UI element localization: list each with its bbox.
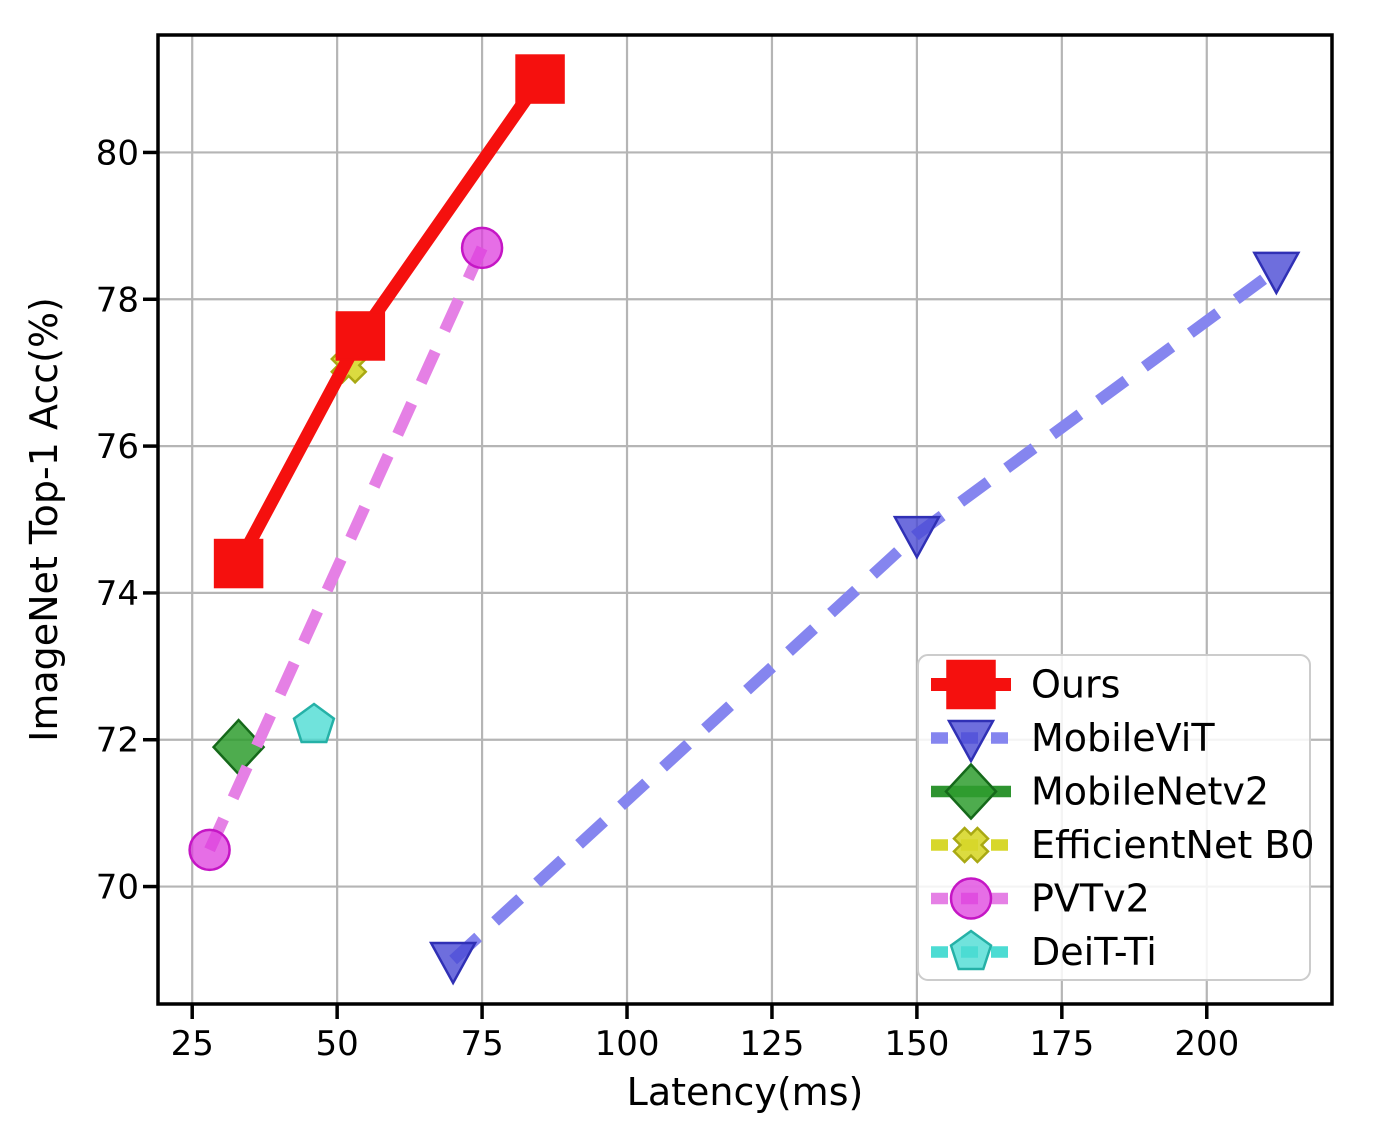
legend-entry: EfficientNet B0 xyxy=(931,823,1315,867)
triangle-down-marker xyxy=(428,941,478,986)
legend-entry: Ours xyxy=(931,659,1120,710)
legend-entry: PVTv2 xyxy=(931,877,1150,921)
y-tick-label: 70 xyxy=(96,868,139,908)
square-marker xyxy=(946,659,996,710)
y-tick-label: 76 xyxy=(96,427,139,467)
x-tick-label: 75 xyxy=(460,1024,503,1064)
x-marker xyxy=(952,826,990,864)
legend-label: MobileViT xyxy=(1031,716,1215,760)
triangle-down-marker xyxy=(946,719,996,764)
pentagon-marker xyxy=(949,929,993,971)
x-tick-label: 100 xyxy=(595,1024,660,1064)
y-axis-label: ImageNet Top-1 Acc(%) xyxy=(22,297,66,742)
x-tick-label: 125 xyxy=(740,1024,805,1064)
legend-entry: MobileNetv2 xyxy=(931,762,1269,821)
x-tick-label: 200 xyxy=(1174,1024,1239,1064)
series-deit-ti xyxy=(292,702,336,744)
circle-marker xyxy=(949,877,993,920)
series-mobilevit xyxy=(428,251,1301,986)
tick-marks xyxy=(143,150,1209,1019)
x-axis-label: Latency(ms) xyxy=(627,1070,864,1114)
triangle-down-marker xyxy=(1252,251,1301,296)
square-marker xyxy=(335,311,386,361)
tick-labels: 25 50 75 100 125 150 175 200 70 72 74 76 78 80 xyxy=(96,133,1239,1064)
diamond-marker xyxy=(944,762,998,821)
legend-label: MobileNetv2 xyxy=(1031,770,1269,814)
legend-frame xyxy=(917,654,1311,981)
pentagon-marker xyxy=(292,702,336,744)
series-pvtv2 xyxy=(188,226,504,872)
y-tick-label: 74 xyxy=(96,574,139,614)
legend-entry: DeiT-Ti xyxy=(931,929,1157,974)
legend-label: DeiT-Ti xyxy=(1031,930,1157,974)
x-tick-label: 50 xyxy=(316,1024,359,1064)
y-tick-label: 72 xyxy=(96,721,139,761)
y-tick-label: 78 xyxy=(96,280,139,320)
x-tick-label: 175 xyxy=(1029,1024,1094,1064)
circle-marker xyxy=(460,226,504,270)
legend-label: PVTv2 xyxy=(1031,877,1150,921)
legend-entry: MobileViT xyxy=(931,716,1215,764)
series-ours xyxy=(213,54,565,589)
circle-marker xyxy=(188,828,231,872)
square-marker xyxy=(515,54,565,104)
triangle-down-marker xyxy=(892,515,942,560)
x-tick-label: 150 xyxy=(884,1024,949,1064)
y-tick-label: 80 xyxy=(96,133,139,173)
legend: Ours MobileViT MobileNetv2 EfficientNet B0 P… xyxy=(917,654,1315,981)
plot-border xyxy=(156,33,1334,1006)
x-tick-label: 25 xyxy=(171,1024,214,1064)
legend-label: Ours xyxy=(1031,663,1120,707)
legend-label: EfficientNet B0 xyxy=(1031,823,1315,867)
square-marker xyxy=(213,538,264,589)
